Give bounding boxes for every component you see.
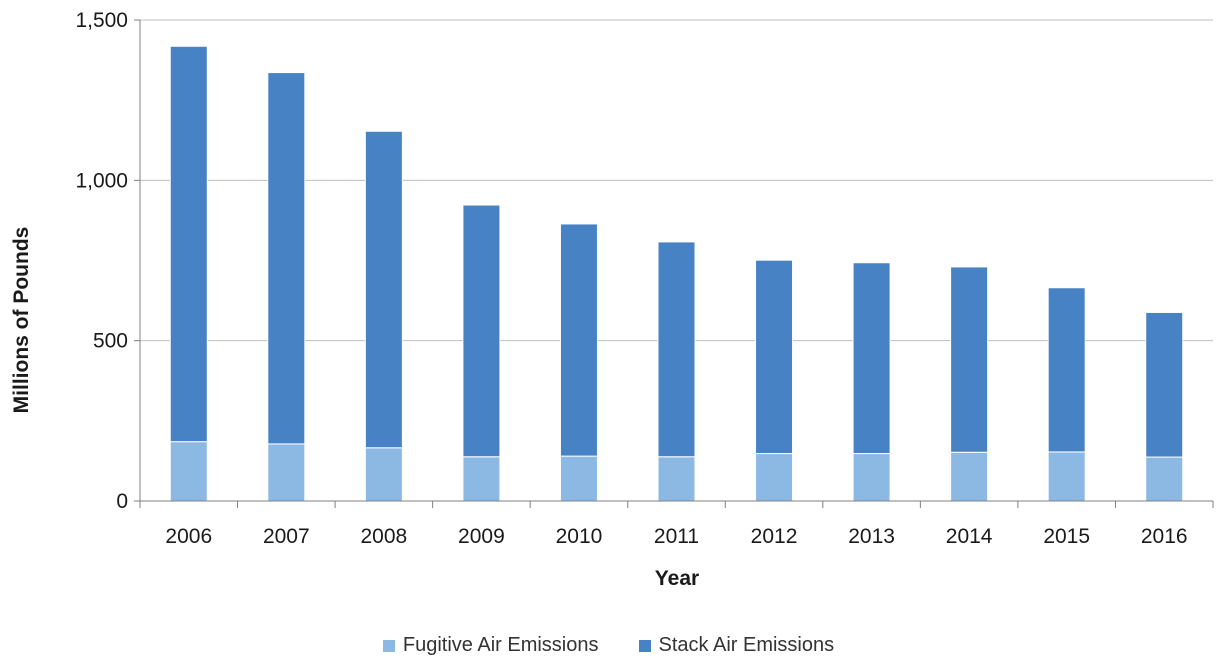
legend-item-stack: Stack Air Emissions (638, 634, 835, 657)
bar-fugitive-2009 (462, 456, 501, 502)
x-tick-label: 2014 (946, 525, 993, 548)
legend-swatch-stack (638, 639, 651, 652)
x-axis-title: Year (655, 567, 699, 590)
x-tick-label: 2015 (1043, 525, 1090, 548)
bar-stack-2009 (462, 204, 501, 458)
bar-fugitive-2016 (1145, 456, 1184, 502)
y-tick-label: 0 (116, 490, 128, 513)
bar-fugitive-2011 (657, 456, 696, 502)
y-tick-label: 1,500 (75, 9, 128, 32)
legend-label-stack: Stack Air Emissions (658, 634, 835, 656)
legend: Fugitive Air Emissions Stack Air Emissio… (0, 634, 1217, 657)
x-tick-label: 2009 (458, 525, 505, 548)
x-tick-label: 2016 (1141, 525, 1188, 548)
x-tick-label: 2006 (165, 525, 212, 548)
bar-stack-2011 (657, 241, 696, 458)
bar-fugitive-2010 (559, 455, 598, 502)
axes (139, 20, 1214, 508)
y-tick-label: 500 (93, 330, 128, 353)
x-tick-label: 2013 (848, 525, 895, 548)
bar-fugitive-2014 (950, 451, 989, 502)
x-tick-label: 2010 (556, 525, 603, 548)
bars (169, 45, 1184, 502)
y-tick-label: 1,000 (75, 169, 128, 192)
bar-stack-2008 (364, 130, 403, 449)
bar-stack-2012 (755, 259, 794, 455)
x-tick-labels: 2006 2007 2008 2009 2010 2011 2012 2013 2014 2015… (165, 525, 1187, 548)
bar-stack-2016 (1145, 311, 1184, 458)
bar-stack-2014 (950, 266, 989, 453)
bar-stack-2007 (267, 72, 306, 445)
bar-fugitive-2007 (267, 443, 306, 502)
y-axis-title: Millions of Pounds (10, 227, 33, 414)
legend-item-fugitive: Fugitive Air Emissions (382, 634, 599, 657)
bar-fugitive-2012 (755, 453, 794, 502)
bar-fugitive-2008 (364, 447, 403, 502)
bar-fugitive-2015 (1047, 451, 1086, 502)
x-tick-label: 2007 (263, 525, 310, 548)
bar-stack-2015 (1047, 287, 1086, 453)
bar-stack-2006 (169, 45, 208, 443)
legend-label-fugitive: Fugitive Air Emissions (402, 634, 599, 656)
bar-fugitive-2013 (852, 453, 891, 502)
bar-stack-2013 (852, 262, 891, 455)
x-tick-label: 2008 (361, 525, 408, 548)
bar-fugitive-2006 (169, 441, 208, 502)
bar-stack-2010 (559, 223, 598, 457)
x-tick-label: 2012 (751, 525, 798, 548)
y-tick-labels: 0 500 1,000 1,500 (75, 9, 128, 513)
x-tick-label: 2011 (654, 525, 699, 548)
legend-swatch-fugitive (382, 639, 395, 652)
